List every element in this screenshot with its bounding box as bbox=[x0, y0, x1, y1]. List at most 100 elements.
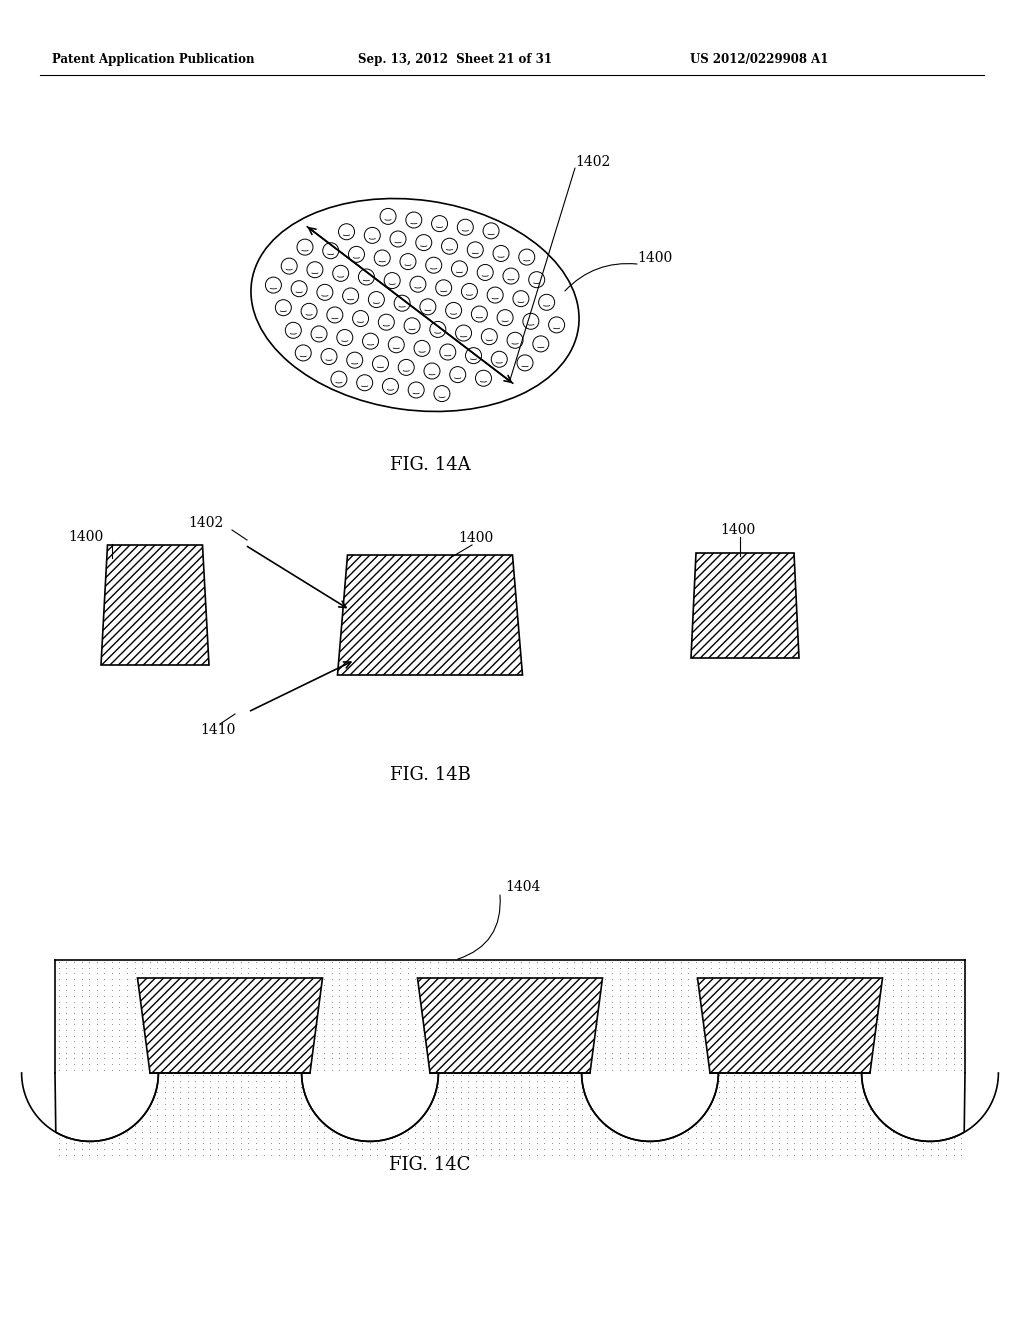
Circle shape bbox=[291, 281, 307, 297]
Circle shape bbox=[295, 345, 311, 360]
Circle shape bbox=[378, 314, 394, 330]
Circle shape bbox=[424, 363, 440, 379]
Circle shape bbox=[549, 317, 564, 333]
Circle shape bbox=[439, 345, 456, 360]
Circle shape bbox=[477, 264, 494, 280]
Polygon shape bbox=[338, 554, 522, 675]
Polygon shape bbox=[101, 545, 209, 665]
Circle shape bbox=[528, 272, 545, 288]
Text: Patent Application Publication: Patent Application Publication bbox=[52, 54, 255, 66]
Circle shape bbox=[456, 325, 472, 341]
Circle shape bbox=[356, 375, 373, 391]
Circle shape bbox=[316, 284, 333, 301]
Circle shape bbox=[483, 223, 499, 239]
Circle shape bbox=[297, 239, 313, 255]
Text: US 2012/0229908 A1: US 2012/0229908 A1 bbox=[690, 54, 828, 66]
Circle shape bbox=[507, 333, 523, 348]
Circle shape bbox=[406, 213, 422, 228]
Text: 1400: 1400 bbox=[68, 531, 103, 544]
Circle shape bbox=[492, 351, 507, 367]
Ellipse shape bbox=[251, 198, 579, 412]
Circle shape bbox=[458, 219, 473, 235]
Circle shape bbox=[343, 288, 358, 304]
Circle shape bbox=[358, 269, 375, 285]
Text: 1400: 1400 bbox=[720, 523, 756, 537]
Circle shape bbox=[450, 367, 466, 383]
Circle shape bbox=[441, 238, 458, 255]
Circle shape bbox=[384, 273, 400, 289]
Polygon shape bbox=[861, 1073, 998, 1142]
Circle shape bbox=[337, 330, 353, 346]
Circle shape bbox=[410, 276, 426, 292]
Text: 1404: 1404 bbox=[505, 880, 541, 894]
Circle shape bbox=[362, 333, 379, 350]
Bar bbox=[55, 960, 965, 1159]
Text: 1402: 1402 bbox=[575, 154, 610, 169]
Circle shape bbox=[307, 261, 323, 277]
Circle shape bbox=[339, 224, 354, 240]
Bar bbox=[55, 960, 965, 978]
Circle shape bbox=[327, 308, 343, 323]
Circle shape bbox=[275, 300, 292, 315]
Circle shape bbox=[513, 290, 529, 306]
Circle shape bbox=[519, 249, 535, 265]
Polygon shape bbox=[418, 978, 602, 1073]
Circle shape bbox=[517, 355, 534, 371]
Circle shape bbox=[467, 242, 483, 257]
Circle shape bbox=[265, 277, 282, 293]
Polygon shape bbox=[582, 1073, 719, 1142]
Circle shape bbox=[301, 304, 317, 319]
Circle shape bbox=[493, 246, 509, 261]
Circle shape bbox=[452, 261, 468, 277]
Circle shape bbox=[420, 298, 436, 314]
Circle shape bbox=[373, 356, 388, 372]
Circle shape bbox=[311, 326, 327, 342]
Circle shape bbox=[380, 209, 396, 224]
Circle shape bbox=[400, 253, 416, 269]
Text: FIG. 14C: FIG. 14C bbox=[389, 1156, 471, 1173]
Circle shape bbox=[466, 347, 481, 363]
Polygon shape bbox=[691, 553, 799, 657]
Circle shape bbox=[532, 335, 549, 352]
Circle shape bbox=[430, 321, 445, 338]
Circle shape bbox=[382, 379, 398, 395]
Circle shape bbox=[426, 257, 441, 273]
Circle shape bbox=[434, 385, 450, 401]
Circle shape bbox=[333, 265, 349, 281]
Circle shape bbox=[431, 215, 447, 231]
Circle shape bbox=[282, 259, 297, 275]
Circle shape bbox=[286, 322, 301, 338]
Text: 1402: 1402 bbox=[188, 516, 223, 531]
Circle shape bbox=[323, 243, 339, 259]
Circle shape bbox=[445, 302, 462, 318]
Circle shape bbox=[503, 268, 519, 284]
Text: Sep. 13, 2012  Sheet 21 of 31: Sep. 13, 2012 Sheet 21 of 31 bbox=[358, 54, 552, 66]
Circle shape bbox=[409, 381, 424, 399]
Circle shape bbox=[390, 231, 407, 247]
Circle shape bbox=[365, 227, 380, 243]
Circle shape bbox=[475, 370, 492, 387]
Circle shape bbox=[435, 280, 452, 296]
Text: 1400: 1400 bbox=[637, 251, 672, 265]
Circle shape bbox=[388, 337, 404, 352]
Text: 1400: 1400 bbox=[458, 531, 494, 545]
Circle shape bbox=[369, 292, 384, 308]
Circle shape bbox=[352, 310, 369, 326]
Circle shape bbox=[398, 359, 415, 375]
Circle shape bbox=[471, 306, 487, 322]
Circle shape bbox=[416, 235, 432, 251]
Polygon shape bbox=[302, 1073, 438, 1142]
Text: 1410: 1410 bbox=[200, 723, 236, 737]
Circle shape bbox=[394, 296, 411, 312]
Circle shape bbox=[481, 329, 498, 345]
Circle shape bbox=[374, 249, 390, 267]
Circle shape bbox=[462, 284, 477, 300]
Circle shape bbox=[347, 352, 362, 368]
Circle shape bbox=[523, 313, 539, 329]
Circle shape bbox=[321, 348, 337, 364]
Circle shape bbox=[539, 294, 555, 310]
Text: FIG. 14B: FIG. 14B bbox=[389, 766, 470, 784]
Polygon shape bbox=[697, 978, 883, 1073]
Circle shape bbox=[414, 341, 430, 356]
Polygon shape bbox=[22, 1073, 159, 1142]
